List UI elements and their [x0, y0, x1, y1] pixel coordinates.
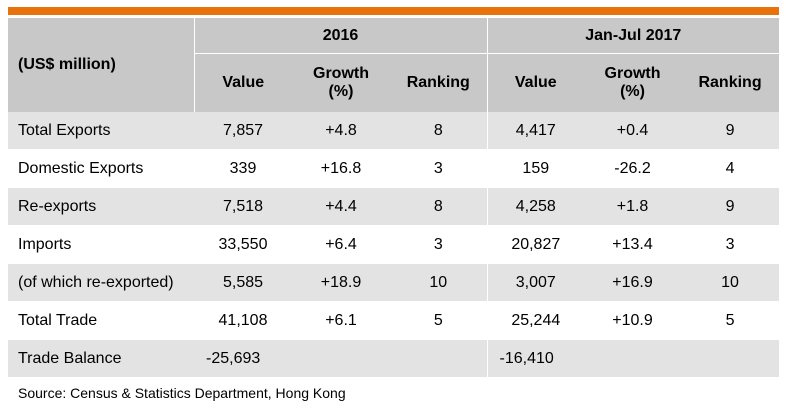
table-row: Re-exports 7,518 +4.4 8 4,258 +1.8 9 [8, 187, 780, 226]
growth-2017: +1.8 [584, 187, 682, 226]
ranking-2017: 4 [681, 149, 780, 188]
row-label: Re-exports [8, 187, 194, 226]
ranking-2016: 5 [390, 301, 488, 340]
value-2016: 339 [194, 149, 292, 188]
growth-2016: +4.4 [292, 187, 390, 226]
value-2017: 4,258 [487, 187, 585, 226]
value-2016: 41,108 [194, 301, 292, 340]
growth-2017: +16.9 [584, 263, 682, 302]
value-2017: 159 [487, 149, 585, 188]
period-2016-header: 2016 [194, 18, 488, 54]
ranking-2016: 10 [390, 263, 488, 302]
col-header-ranking-2016: Ranking [390, 53, 488, 112]
table-row: Total Trade 41,108 +6.1 5 25,244 +10.9 5 [8, 301, 780, 340]
row-label: Domestic Exports [8, 149, 194, 188]
ranking-2017: 9 [681, 187, 780, 226]
growth-2016: +16.8 [292, 149, 390, 188]
value-2017: 20,827 [487, 225, 585, 264]
ranking-2016: 8 [390, 112, 488, 150]
table-row: Trade Balance -25,693 -16,410 [8, 339, 780, 378]
growth-header-line1: Growth [604, 65, 661, 82]
value-2017: 25,244 [487, 301, 585, 340]
row-label: Total Trade [8, 301, 194, 340]
ranking-2017-empty [681, 339, 780, 378]
growth-header-line2: (%) [620, 83, 645, 100]
table-row: Domestic Exports 339 +16.8 3 159 -26.2 4 [8, 149, 780, 188]
growth-2016: +6.4 [292, 225, 390, 264]
row-label: (of which re-exported) [8, 263, 194, 302]
period-2017-header: Jan-Jul 2017 [487, 18, 780, 54]
growth-2017: +13.4 [584, 225, 682, 264]
growth-2017: +0.4 [584, 112, 682, 150]
value-2016: 7,857 [194, 112, 292, 150]
col-header-growth-2016: Growth (%) [292, 53, 390, 112]
value-2017: 3,007 [487, 263, 585, 302]
header-row-columns: Value Growth (%) Ranking Value Growth (%… [8, 53, 780, 112]
ranking-2017: 10 [681, 263, 780, 302]
value-2016: 7,518 [194, 187, 292, 226]
unit-label: (US$ million) [8, 18, 195, 112]
growth-header-line1: Growth [313, 65, 369, 82]
growth-2017-empty [584, 339, 682, 378]
header-row-periods: (US$ million) 2016 Jan-Jul 2017 [8, 18, 780, 112]
ranking-2017: 5 [681, 301, 780, 340]
ranking-2016: 8 [390, 187, 488, 226]
growth-2017: -26.2 [584, 149, 682, 188]
value-2016: -25,693 [194, 339, 292, 378]
value-2017: 4,417 [487, 112, 585, 150]
col-header-value-2016: Value [194, 53, 292, 112]
growth-2016: +6.1 [292, 301, 390, 340]
ranking-2017: 3 [681, 225, 780, 264]
row-label: Trade Balance [8, 339, 194, 378]
row-label: Total Exports [8, 112, 194, 150]
growth-2016: +4.8 [292, 112, 390, 150]
source-note: Source: Census & Statistics Department, … [18, 385, 346, 401]
growth-2016: +18.9 [292, 263, 390, 302]
ranking-2016: 3 [390, 149, 488, 188]
ranking-2016-empty [390, 339, 488, 378]
table-row: (of which re-exported) 5,585 +18.9 10 3,… [8, 263, 780, 302]
value-2016: 33,550 [194, 225, 292, 264]
col-header-ranking-2017: Ranking [681, 53, 780, 112]
growth-2017: +10.9 [584, 301, 682, 340]
table-row: Imports 33,550 +6.4 3 20,827 +13.4 3 [8, 225, 780, 264]
value-2016: 5,585 [194, 263, 292, 302]
table-row: Total Exports 7,857 +4.8 8 4,417 +0.4 9 [8, 112, 780, 150]
ranking-2016: 3 [390, 225, 488, 264]
value-2017: -16,410 [487, 339, 585, 378]
col-header-value-2017: Value [487, 53, 585, 112]
ranking-2017: 9 [681, 112, 780, 150]
orange-accent-bar [8, 7, 779, 15]
row-label: Imports [8, 225, 194, 264]
growth-header-line2: (%) [328, 83, 354, 100]
trade-statistics-table: (US$ million) 2016 Jan-Jul 2017 Value Gr… [8, 18, 780, 378]
growth-2016-empty [292, 339, 390, 378]
col-header-growth-2017: Growth (%) [584, 53, 682, 112]
